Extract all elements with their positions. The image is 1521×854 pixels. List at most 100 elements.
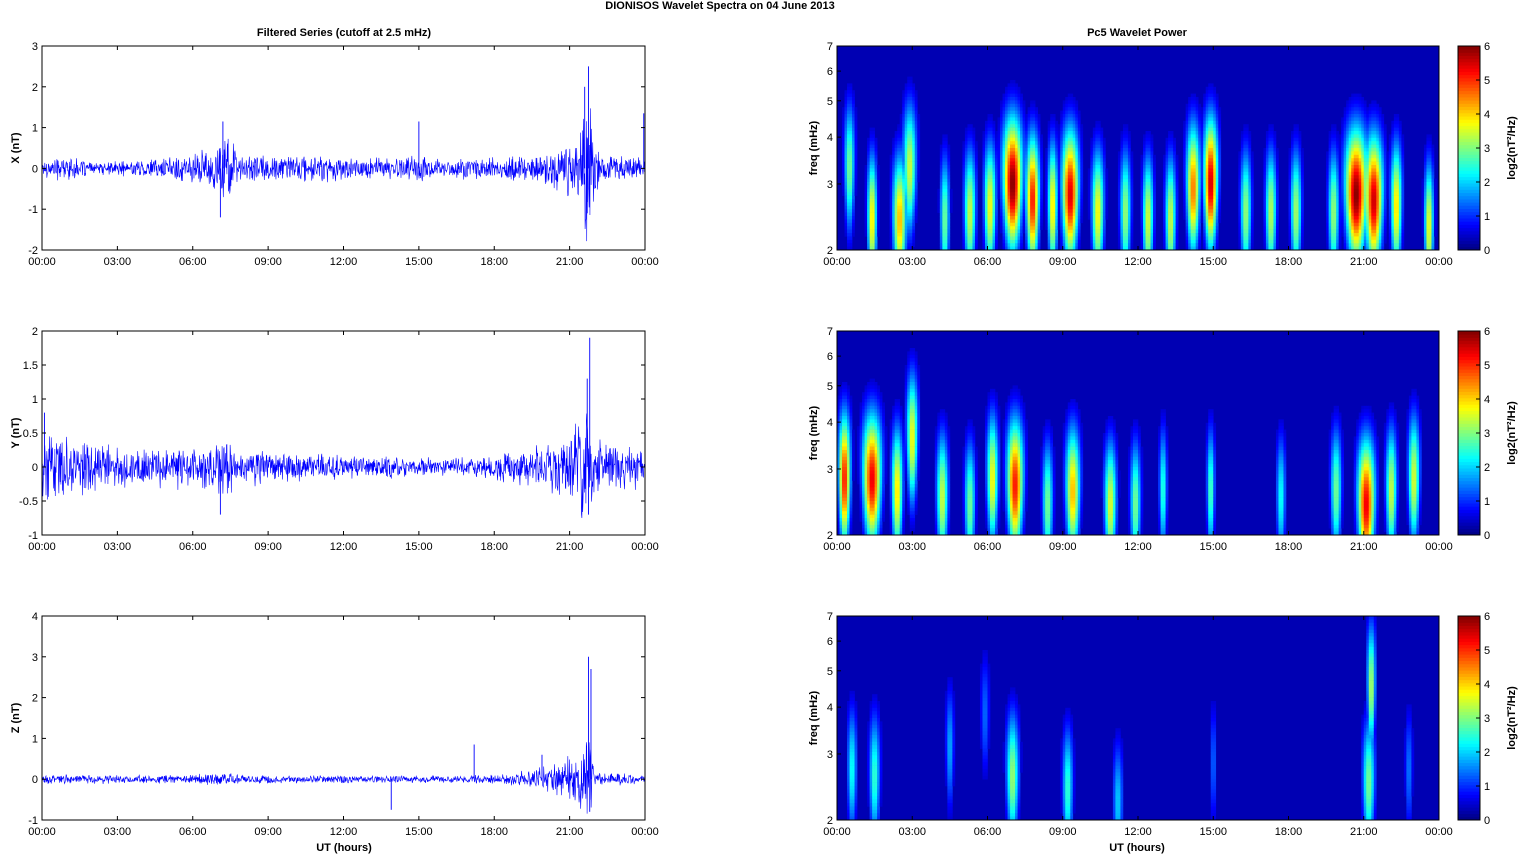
heatmap-cell	[1175, 226, 1179, 230]
heatmap-cell	[1205, 226, 1209, 230]
heatmap-cell	[1050, 171, 1054, 176]
heatmap-cell	[849, 216, 853, 220]
heatmap-cell	[1213, 175, 1217, 179]
heatmap-cell	[1040, 188, 1043, 193]
heatmap-cell	[1248, 134, 1252, 139]
heatmap-cell	[1183, 165, 1186, 169]
heatmap-cell	[1190, 161, 1194, 166]
heatmap-cell	[1025, 124, 1028, 128]
heatmap-cell	[949, 199, 953, 203]
heatmap-cell	[964, 199, 968, 203]
heatmap-cell	[1263, 165, 1267, 169]
heatmap-cell	[874, 202, 878, 207]
heatmap-cell	[1218, 182, 1222, 186]
heatmap-cell	[1092, 134, 1096, 139]
heatmap-cell	[844, 199, 848, 203]
heatmap-cell	[1205, 182, 1209, 186]
heatmap-cell	[1185, 154, 1189, 159]
heatmap-cell	[1117, 199, 1121, 203]
heatmap-cell	[1002, 117, 1006, 122]
heatmap-cell	[1183, 182, 1186, 186]
heatmap-cell	[849, 110, 853, 115]
heatmap-cell	[1208, 103, 1212, 108]
heatmap-cell	[974, 151, 978, 156]
heatmap-cell	[1270, 246, 1274, 251]
heatmap-cell	[1015, 175, 1018, 179]
heatmap-cell	[1163, 178, 1166, 183]
heatmap-cell	[854, 124, 858, 128]
heatmap-cell	[844, 120, 848, 125]
heatmap-cell	[1148, 175, 1151, 179]
heatmap-cell	[982, 168, 986, 173]
heatmap-cell	[972, 161, 976, 166]
heatmap-cell	[1140, 192, 1144, 196]
heatmap-cell	[1291, 226, 1294, 230]
heatmap-cell	[972, 171, 976, 176]
heatmap-cell	[1095, 226, 1099, 230]
heatmap-cell	[899, 202, 903, 207]
heatmap-cell	[904, 93, 908, 98]
heatmap-cell	[969, 236, 973, 241]
heatmap-cell	[1165, 182, 1169, 186]
heatmap-cell	[1065, 226, 1069, 230]
heatmap-cell	[1075, 110, 1079, 115]
heatmap-cell	[1075, 154, 1079, 159]
heatmap-cell	[1002, 114, 1006, 118]
heatmap-cell	[1200, 171, 1204, 176]
heatmap-cell	[1015, 107, 1018, 111]
heatmap-cell	[902, 236, 906, 241]
heatmap-cell	[869, 216, 873, 220]
heatmap-cell	[939, 222, 943, 227]
heatmap-cell	[1205, 131, 1209, 135]
heatmap-cell	[1208, 178, 1212, 183]
heatmap-cell	[914, 185, 918, 190]
heatmap-cell	[1200, 110, 1204, 115]
heatmap-cell	[1010, 226, 1013, 230]
heatmap-cell	[867, 216, 870, 220]
heatmap-cell	[1050, 236, 1054, 241]
heatmap-cell	[1100, 168, 1104, 173]
heatmap-cell	[1275, 175, 1279, 179]
heatmap-cell	[1005, 175, 1008, 179]
heatmap-cell	[1095, 137, 1099, 142]
heatmap-cell	[1193, 97, 1196, 101]
heatmap-cell	[1127, 131, 1131, 135]
heatmap-cell	[1215, 97, 1219, 101]
heatmap-cell	[1190, 209, 1194, 213]
heatmap-cell	[874, 239, 878, 244]
heatmap-cell	[1200, 127, 1204, 132]
heatmap-cell	[1243, 246, 1247, 251]
heatmap-cell	[947, 144, 951, 149]
heatmap-cell	[944, 246, 948, 251]
x-tick-label-2-2: 06:00	[179, 826, 207, 838]
heatmap-cell	[1203, 222, 1207, 227]
heatmap-cell	[1000, 100, 1003, 105]
heatmap-cell	[909, 233, 913, 237]
y-tick-label-0-1: -1	[28, 204, 38, 216]
x-tick-label-1-0: 00:00	[28, 541, 56, 553]
heatmap-cell	[1075, 100, 1079, 105]
heatmap-cell	[1015, 233, 1018, 237]
heatmap-cell	[1035, 110, 1038, 115]
figure-title: DIONISOS Wavelet Spectra on 04 June 2013	[605, 0, 834, 12]
heatmap-cell	[1120, 236, 1124, 241]
heatmap-cell	[1288, 195, 1292, 200]
heatmap-cell	[1125, 239, 1129, 244]
heatmap-cell	[944, 165, 948, 169]
heatmap-cell	[1291, 158, 1294, 162]
heatmap-cell	[1122, 195, 1126, 200]
heatmap-cell	[1075, 236, 1079, 241]
heatmap-cell	[967, 199, 971, 203]
heatmap-cell	[1185, 185, 1189, 190]
heatmap-cell	[1183, 209, 1186, 213]
heatmap-cell	[1010, 216, 1013, 220]
heatmap-cell	[1027, 243, 1031, 247]
heatmap-cell	[1175, 188, 1179, 193]
heatmap-cell	[1020, 182, 1023, 186]
heatmap-cell	[992, 236, 996, 241]
heatmap-cell	[1215, 188, 1219, 193]
heatmap-cell	[1095, 236, 1099, 241]
heatmap-cell	[889, 182, 893, 186]
y-tick-label-2-2: 1	[32, 733, 38, 745]
heatmap-cell	[1208, 120, 1212, 125]
